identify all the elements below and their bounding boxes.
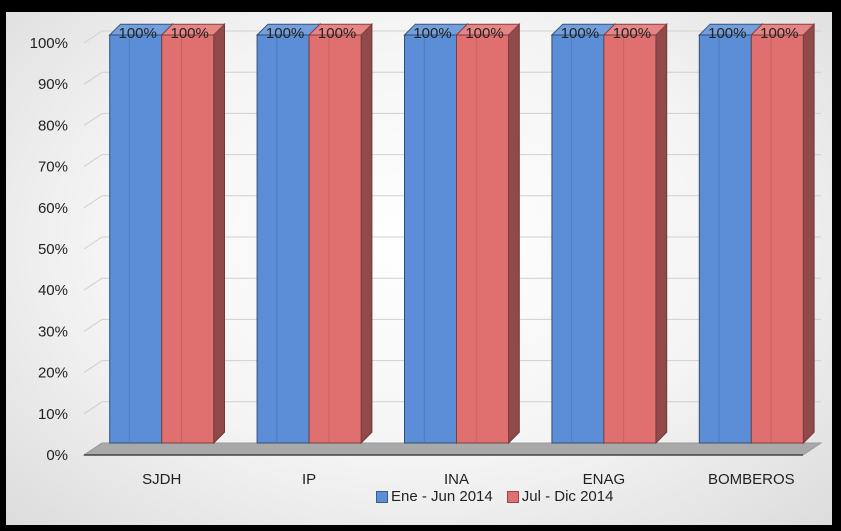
gridline-depth <box>83 236 103 250</box>
y-tick-label: 0% <box>46 447 68 464</box>
bar <box>256 34 310 444</box>
x-tick-label: ENAG <box>583 471 626 488</box>
y-tick-label: 90% <box>38 76 68 93</box>
data-label: 100% <box>171 25 209 42</box>
legend-item-series-2: Jul - Dic 2014 <box>506 488 614 505</box>
bar <box>404 34 457 444</box>
gridline-depth <box>83 360 103 374</box>
bar-side <box>213 22 225 445</box>
bar-chart: 0% 10% 20% 30% 40% 50% 60% 70% 80% 90% 100% 100% 100… <box>30 22 823 488</box>
y-tick-label: 60% <box>38 200 68 217</box>
x-tick-label: INA <box>444 471 469 488</box>
bar <box>308 34 362 444</box>
x-tick-label: IP <box>302 471 316 488</box>
x-tick-label: SJDH <box>142 471 181 488</box>
y-tick-label: 100% <box>30 35 68 52</box>
y-tick-label: 30% <box>38 323 68 340</box>
y-tick-label: 50% <box>38 241 68 258</box>
gridline-depth <box>83 277 103 291</box>
data-label: 100% <box>465 25 503 42</box>
data-label: 100% <box>613 25 651 42</box>
gridline-depth <box>83 401 103 415</box>
bar-side <box>802 22 815 445</box>
data-label: 100% <box>413 25 451 42</box>
y-tick-label: 70% <box>38 159 68 176</box>
chart-legend: Ene - Jun 2014 Jul - Dic 2014 <box>376 488 613 505</box>
legend-label-series-1: Ene - Jun 2014 <box>391 488 493 505</box>
legend-label-series-2: Jul - Dic 2014 <box>521 488 614 505</box>
data-label: 100% <box>760 25 798 42</box>
bar <box>551 34 605 444</box>
bar <box>109 34 163 444</box>
gridline-depth <box>83 154 103 168</box>
bar-side <box>655 22 668 445</box>
y-tick-label: 10% <box>38 406 68 423</box>
chart-floor <box>82 442 823 456</box>
chart-frame: 0% 10% 20% 30% 40% 50% 60% 70% 80% 90% 100% 100% 100… <box>6 12 832 525</box>
bar <box>161 34 215 444</box>
gridline-depth <box>83 30 103 44</box>
data-label: 100% <box>119 25 157 42</box>
data-label: 100% <box>318 25 356 42</box>
y-tick-label: 20% <box>38 365 68 382</box>
gridline-depth <box>83 71 103 85</box>
bar <box>603 34 657 444</box>
gridline-depth <box>83 195 103 209</box>
gridline-depth <box>83 112 103 126</box>
bar <box>750 34 804 444</box>
bar-side <box>508 22 520 445</box>
data-label: 100% <box>266 25 304 42</box>
bar <box>698 34 752 444</box>
y-tick-label: 80% <box>38 117 68 134</box>
data-label: 100% <box>708 25 746 42</box>
legend-swatch-series-2 <box>506 490 519 503</box>
legend-item-series-1: Ene - Jun 2014 <box>376 488 493 505</box>
y-tick-label: 40% <box>38 282 68 299</box>
x-tick-label: BOMBEROS <box>708 471 795 488</box>
bar <box>456 34 509 444</box>
bar-side <box>360 22 373 445</box>
legend-swatch-series-1 <box>376 490 388 503</box>
data-label: 100% <box>561 25 599 42</box>
gridline-depth <box>83 318 103 332</box>
